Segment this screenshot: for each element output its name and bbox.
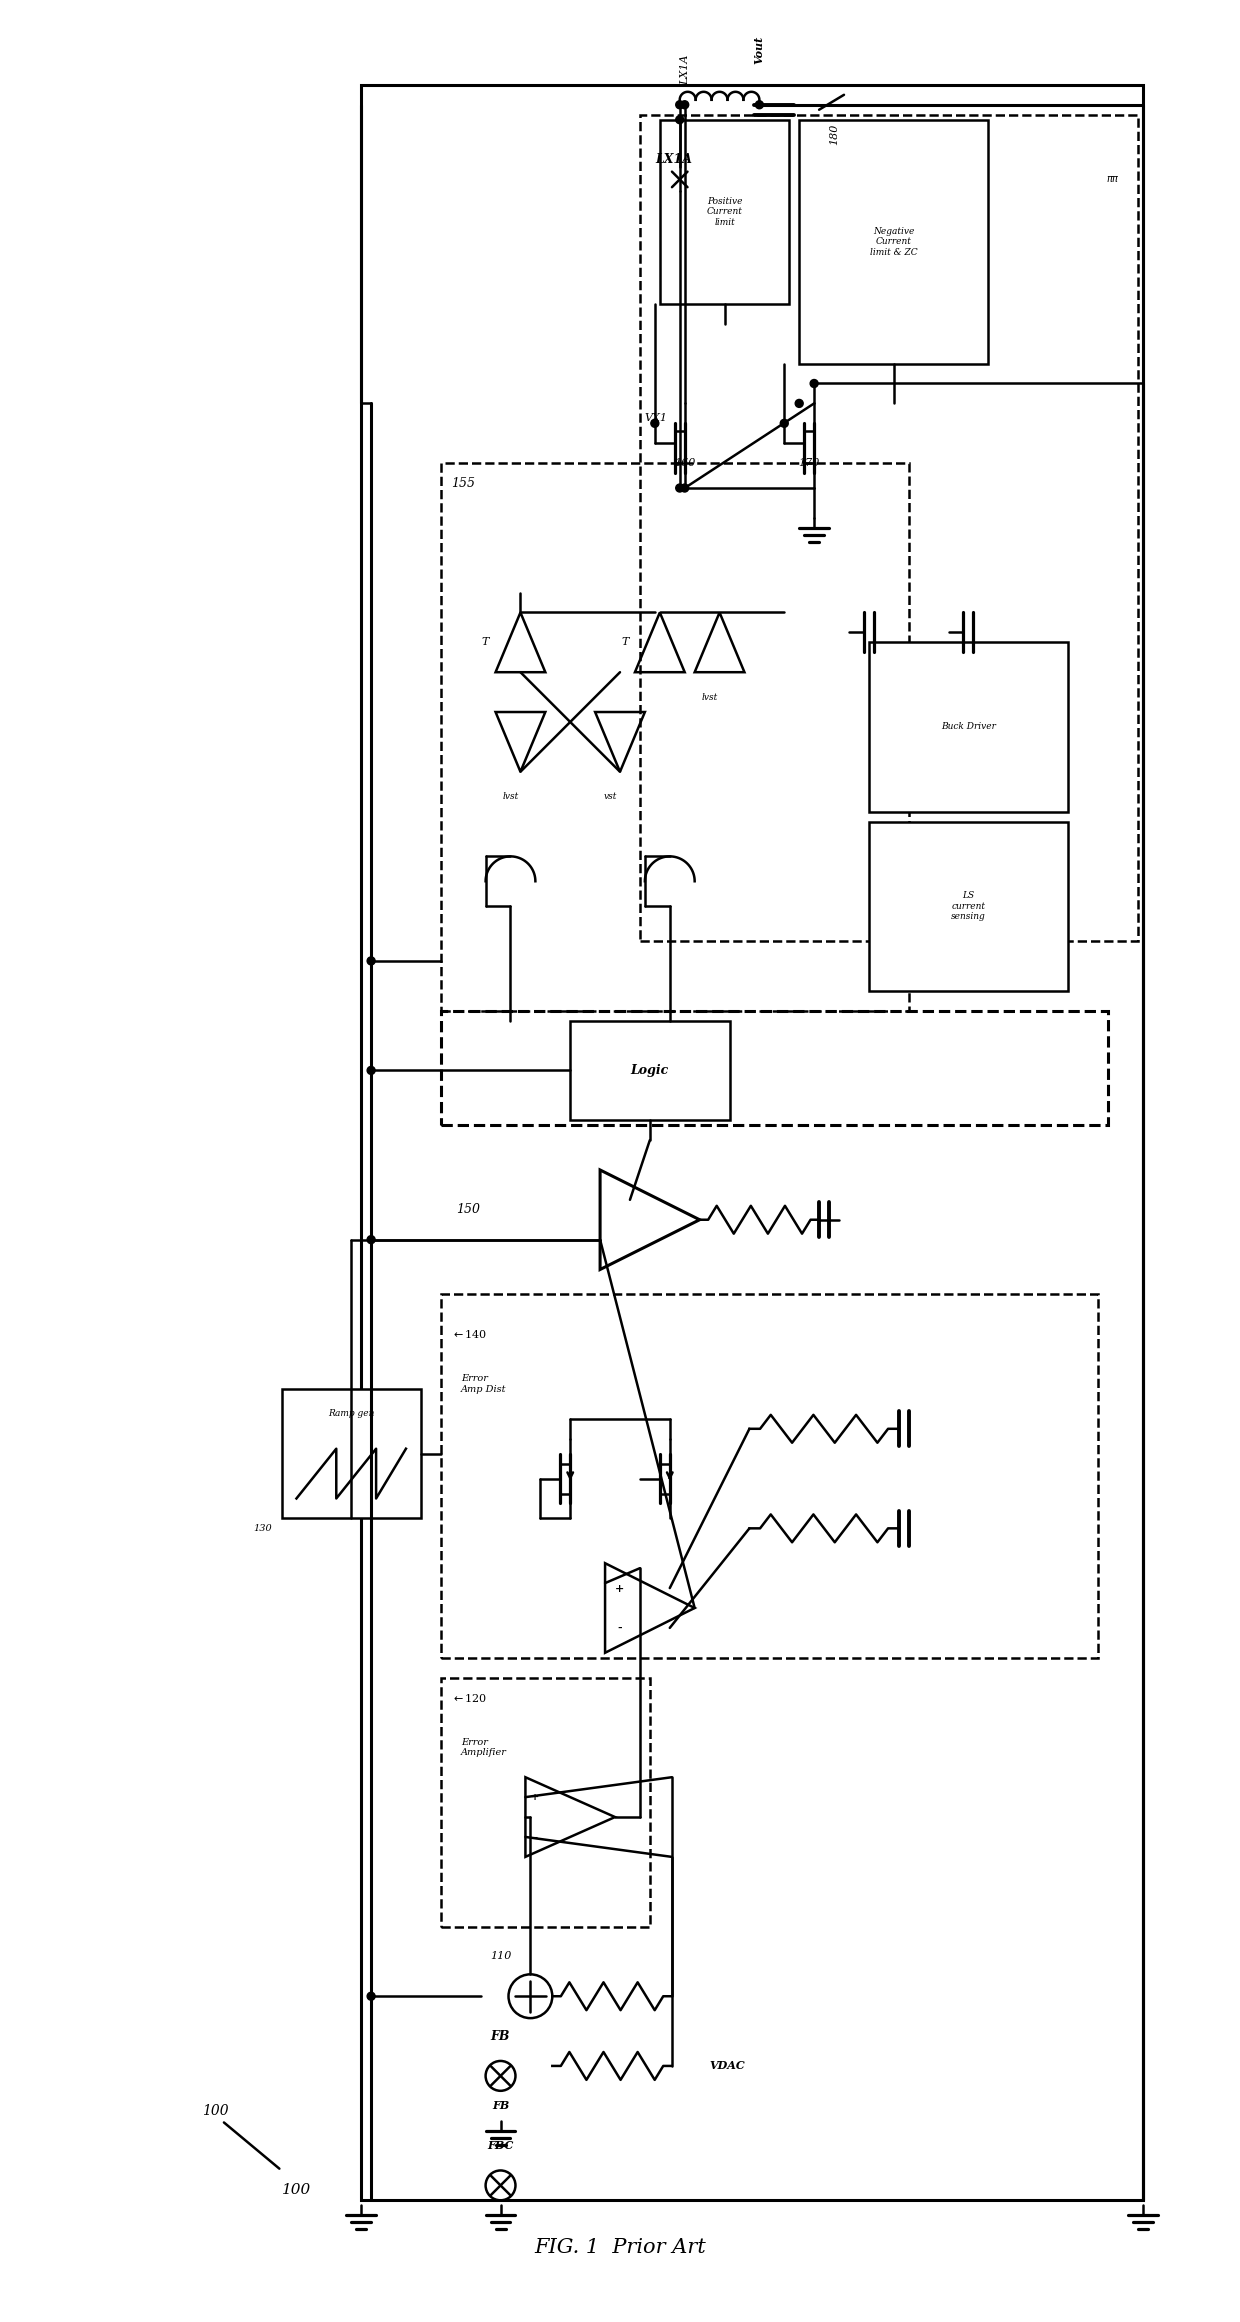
Text: $\leftarrow$120: $\leftarrow$120 [451, 1693, 487, 1704]
Circle shape [367, 1066, 376, 1075]
Text: VX1: VX1 [645, 413, 668, 423]
Text: 100: 100 [281, 2183, 311, 2197]
Text: LX1A: LX1A [680, 56, 689, 86]
Text: Positive
Current
limit: Positive Current limit [707, 197, 743, 228]
Text: 130: 130 [253, 1523, 272, 1533]
Circle shape [681, 483, 688, 492]
Circle shape [651, 420, 658, 427]
Text: FB: FB [492, 2099, 510, 2111]
Text: 150: 150 [456, 1203, 480, 1217]
Bar [440, 1010, 1107, 1126]
Text: lvst: lvst [502, 792, 518, 801]
Text: 110: 110 [490, 1950, 511, 1962]
Text: $\leftarrow$140: $\leftarrow$140 [451, 1328, 487, 1340]
Text: lvst: lvst [702, 692, 718, 701]
Text: T: T [482, 636, 490, 648]
Text: Error
Amplifier: Error Amplifier [461, 1737, 507, 1758]
Text: Logic: Logic [631, 1063, 670, 1077]
Circle shape [367, 1235, 376, 1245]
Circle shape [367, 1992, 376, 1999]
Bar [640, 114, 1137, 940]
Circle shape [676, 100, 683, 109]
Text: VDAC: VDAC [709, 2060, 745, 2071]
Text: Error
Amp Dist: Error Amp Dist [461, 1375, 506, 1393]
Text: Buck Driver: Buck Driver [941, 722, 996, 731]
Text: 180: 180 [830, 123, 839, 146]
Circle shape [676, 483, 683, 492]
Text: LX1A: LX1A [655, 153, 692, 165]
Bar [869, 822, 1068, 991]
Text: vst: vst [604, 792, 616, 801]
Text: T: T [621, 636, 629, 648]
Bar [570, 1022, 729, 1119]
Text: +: + [615, 1584, 625, 1593]
Bar [660, 121, 789, 304]
Circle shape [780, 420, 789, 427]
Bar [440, 1293, 1097, 1658]
Bar [361, 86, 1142, 2201]
Circle shape [810, 378, 818, 388]
Text: Vout: Vout [754, 35, 765, 65]
Circle shape [676, 116, 683, 123]
Text: -: - [618, 1623, 622, 1632]
Text: 100: 100 [202, 2104, 228, 2118]
Text: $\pi\pi$: $\pi\pi$ [1106, 174, 1120, 183]
Text: 155: 155 [451, 476, 475, 490]
Bar [800, 121, 988, 365]
Bar [440, 1679, 650, 1927]
Text: +: + [531, 1793, 539, 1802]
Bar [281, 1389, 420, 1519]
Text: FB: FB [491, 2029, 511, 2043]
Circle shape [367, 957, 376, 966]
Text: LS
current
sensing: LS current sensing [951, 892, 986, 922]
Bar [869, 643, 1068, 813]
Text: FIG. 1  Prior Art: FIG. 1 Prior Art [534, 2238, 706, 2257]
Text: FBC: FBC [487, 2141, 513, 2150]
Text: -: - [533, 1832, 537, 1841]
Text: Ramp gen: Ramp gen [329, 1409, 374, 1419]
Circle shape [795, 399, 804, 406]
Text: 160: 160 [675, 457, 696, 469]
Bar [440, 462, 909, 1010]
Circle shape [681, 100, 688, 109]
Text: Negative
Current
limit & ZC: Negative Current limit & ZC [870, 228, 918, 255]
Circle shape [755, 100, 764, 109]
Text: 170: 170 [799, 457, 820, 469]
